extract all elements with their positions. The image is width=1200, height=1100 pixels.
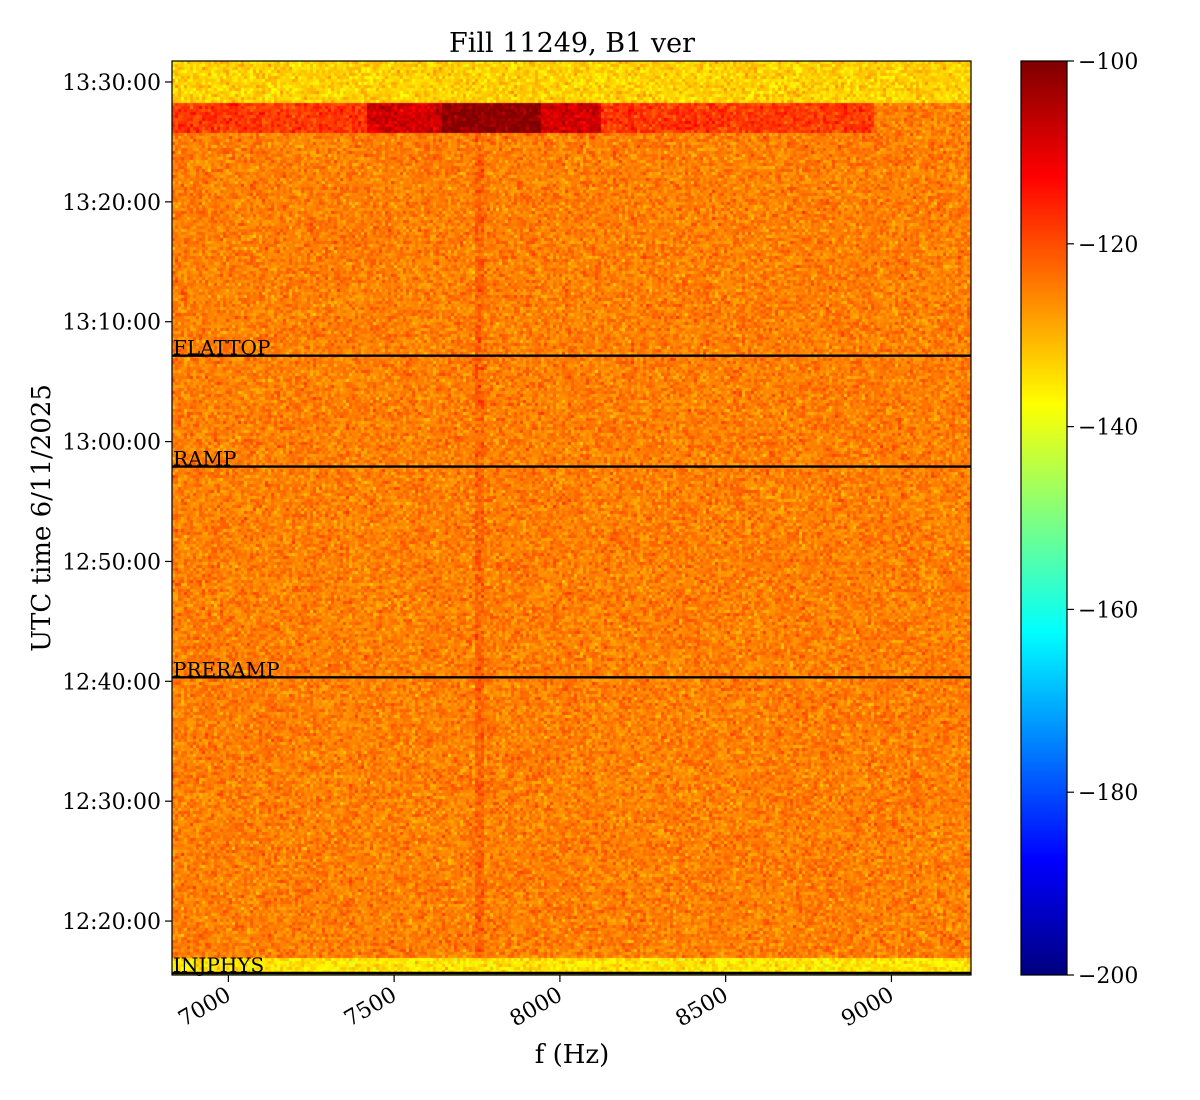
y-tick-label: 13:20:00: [62, 191, 161, 216]
heatmap-image: [172, 61, 971, 975]
colorbar-ticks: −200 −180 −160 −140 −120 −100: [1067, 50, 1138, 989]
x-tick-label: 8000: [506, 983, 567, 1033]
event-markers: FLATTOP RAMP PRERAMP INJPHYS: [172, 336, 971, 977]
event-label-injphys: INJPHYS: [173, 953, 264, 977]
colorbar-tick-label: −200: [1078, 964, 1138, 989]
x-axis-label: f (Hz): [535, 1040, 610, 1070]
y-tick-label: 13:00:00: [62, 431, 161, 456]
x-tick-label: 7000: [174, 983, 235, 1033]
y-tick-label: 13:30:00: [62, 71, 161, 96]
plot-frame: [171, 60, 972, 976]
event-label-ramp: RAMP: [173, 447, 236, 471]
y-axis-label: UTC time 6/11/2025: [27, 384, 57, 652]
y-tick-label: 12:40:00: [62, 670, 161, 695]
event-label-flattop: FLATTOP: [173, 336, 270, 360]
x-tick-label: 7500: [340, 983, 401, 1033]
y-axis-ticks: 12:20:00 12:30:00 12:40:00 12:50:00 13:00:00…: [62, 71, 172, 935]
event-label-preramp: PRERAMP: [173, 657, 280, 681]
colorbar-tick-label: −140: [1078, 416, 1138, 441]
colorbar-tick-label: −180: [1078, 781, 1138, 806]
colorbar-tick-label: −100: [1078, 50, 1138, 75]
y-tick-label: 12:30:00: [62, 790, 161, 815]
y-tick-label: 12:50:00: [62, 550, 161, 575]
y-tick-label: 12:20:00: [62, 910, 161, 935]
y-tick-label: 13:10:00: [62, 311, 161, 336]
chart-title: Fill 11249, B1 ver: [449, 28, 695, 59]
x-tick-label: 9000: [837, 983, 898, 1033]
colorbar-tick-label: −160: [1078, 598, 1138, 623]
colorbar-frame: [1020, 60, 1068, 976]
colorbar: [1021, 61, 1067, 975]
x-tick-label: 8500: [672, 983, 733, 1033]
colorbar-tick-label: −120: [1078, 233, 1138, 258]
x-axis-ticks: 7000 7500 8000 8500 9000: [174, 975, 898, 1032]
